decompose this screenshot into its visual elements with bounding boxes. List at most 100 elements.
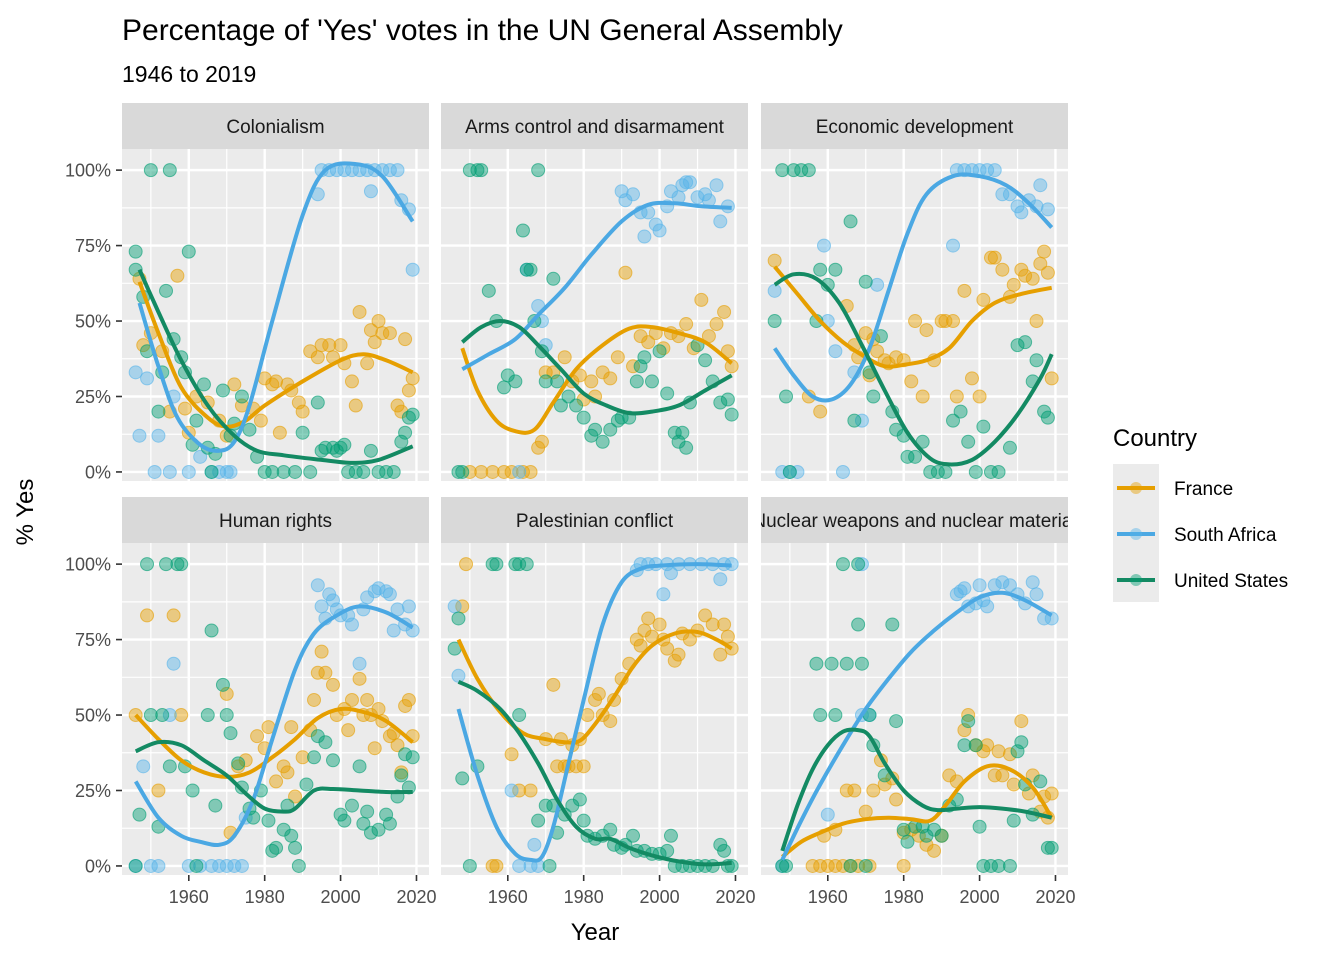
data-point-france xyxy=(534,434,549,449)
data-point-south-africa xyxy=(212,464,227,479)
facet-panel: Economic development xyxy=(761,103,1068,481)
data-point-united-states xyxy=(1018,335,1033,350)
data-point-united-states xyxy=(204,464,219,479)
data-point-united-states xyxy=(189,858,204,873)
data-point-france xyxy=(462,464,477,479)
data-point-france xyxy=(813,404,828,419)
data-point-south-africa xyxy=(512,858,527,873)
y-tick-label: 50% xyxy=(75,706,111,726)
data-point-united-states xyxy=(644,374,659,389)
data-point-france xyxy=(889,350,904,365)
data-point-united-states xyxy=(779,858,794,873)
data-point-united-states xyxy=(398,425,413,440)
data-point-united-states xyxy=(1040,410,1055,425)
data-point-france xyxy=(835,858,850,873)
data-point-united-states xyxy=(348,464,363,479)
facet-strip xyxy=(761,497,1068,543)
data-point-united-states xyxy=(159,557,174,572)
data-point-south-africa xyxy=(151,858,166,873)
data-point-united-states xyxy=(813,262,828,277)
smooth-line-united-states xyxy=(773,271,1054,467)
data-point-south-africa xyxy=(162,708,177,723)
data-point-france xyxy=(828,858,843,873)
data-point-united-states xyxy=(972,819,987,834)
data-point-united-states xyxy=(553,398,568,413)
data-point-france xyxy=(858,804,873,819)
data-point-united-states xyxy=(1040,840,1055,855)
data-point-south-africa xyxy=(382,163,397,178)
x-tick-label: 2000 xyxy=(960,887,1000,907)
data-point-france xyxy=(360,692,375,707)
data-point-united-states xyxy=(310,395,325,410)
data-point-united-states xyxy=(938,464,953,479)
data-point-united-states xyxy=(538,798,553,813)
data-point-south-africa xyxy=(767,283,782,298)
data-point-united-states xyxy=(572,792,587,807)
data-point-france xyxy=(767,253,782,268)
data-point-united-states xyxy=(462,163,477,178)
data-point-united-states xyxy=(219,708,234,723)
data-point-france xyxy=(371,314,386,329)
data-point-south-africa xyxy=(709,178,724,193)
data-point-france xyxy=(310,665,325,680)
data-point-france xyxy=(987,250,1002,265)
data-point-south-africa xyxy=(1002,578,1017,593)
data-point-united-states xyxy=(667,425,682,440)
data-point-france xyxy=(644,629,659,644)
data-point-united-states xyxy=(470,163,485,178)
facet-strip-label: Arms control and disarmament xyxy=(465,117,724,138)
data-point-united-states xyxy=(356,464,371,479)
data-point-united-states xyxy=(934,828,949,843)
data-point-france xyxy=(314,338,329,353)
data-point-south-africa xyxy=(310,578,325,593)
data-point-south-africa xyxy=(447,599,462,614)
data-point-united-states xyxy=(363,825,378,840)
legend-item: South Africa xyxy=(1117,525,1277,546)
data-point-france xyxy=(991,744,1006,759)
data-point-south-africa xyxy=(386,623,401,638)
data-point-south-africa xyxy=(995,575,1010,590)
data-point-france xyxy=(709,317,724,332)
data-point-france xyxy=(174,708,189,723)
data-point-south-africa xyxy=(344,617,359,632)
data-point-south-africa xyxy=(1040,202,1055,217)
data-point-united-states xyxy=(660,843,675,858)
data-point-united-states xyxy=(512,708,527,723)
data-point-france xyxy=(170,268,185,283)
data-point-united-states xyxy=(775,163,790,178)
data-point-france xyxy=(314,644,329,659)
x-axis-title: Year xyxy=(571,919,620,946)
data-point-united-states xyxy=(675,425,690,440)
data-point-united-states xyxy=(851,617,866,632)
data-point-france xyxy=(1040,265,1055,280)
facet-strip xyxy=(761,103,1068,149)
data-point-france xyxy=(820,858,835,873)
data-point-united-states xyxy=(983,858,998,873)
facet-strip-label: Palestinian conflict xyxy=(516,511,674,532)
data-point-france xyxy=(272,425,287,440)
data-point-united-states xyxy=(1006,813,1021,828)
data-point-south-africa xyxy=(626,187,641,202)
data-point-united-states xyxy=(908,449,923,464)
data-point-south-africa xyxy=(405,262,420,277)
y-tick-label: 0% xyxy=(85,856,111,876)
smooth-line-france xyxy=(134,706,414,779)
data-point-united-states xyxy=(174,557,189,572)
legend-label: South Africa xyxy=(1174,525,1277,546)
data-point-france xyxy=(485,464,500,479)
data-point-france xyxy=(515,464,530,479)
data-point-united-states xyxy=(455,464,470,479)
data-point-france xyxy=(550,759,565,774)
data-point-united-states xyxy=(398,747,413,762)
data-point-united-states xyxy=(215,383,230,398)
legend-point-key xyxy=(1130,482,1142,494)
legend: Country France South Africa United States xyxy=(1113,425,1288,602)
data-point-united-states xyxy=(181,244,196,259)
data-point-france xyxy=(238,753,253,768)
data-point-france xyxy=(957,723,972,738)
data-point-united-states xyxy=(519,262,534,277)
data-point-france xyxy=(641,335,656,350)
x-tick-label: 1960 xyxy=(808,887,848,907)
data-point-united-states xyxy=(215,677,230,692)
data-point-united-states xyxy=(257,464,272,479)
